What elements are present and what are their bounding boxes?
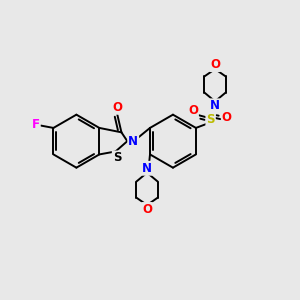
Text: F: F	[32, 118, 40, 131]
Text: O: O	[210, 58, 220, 71]
Text: S: S	[206, 112, 215, 126]
Text: N: N	[142, 162, 152, 175]
Text: O: O	[142, 203, 152, 216]
Text: N: N	[210, 99, 220, 112]
Text: S: S	[113, 152, 121, 164]
Text: O: O	[188, 104, 198, 117]
Text: O: O	[222, 111, 232, 124]
Text: O: O	[112, 101, 122, 114]
Text: N: N	[128, 135, 138, 148]
